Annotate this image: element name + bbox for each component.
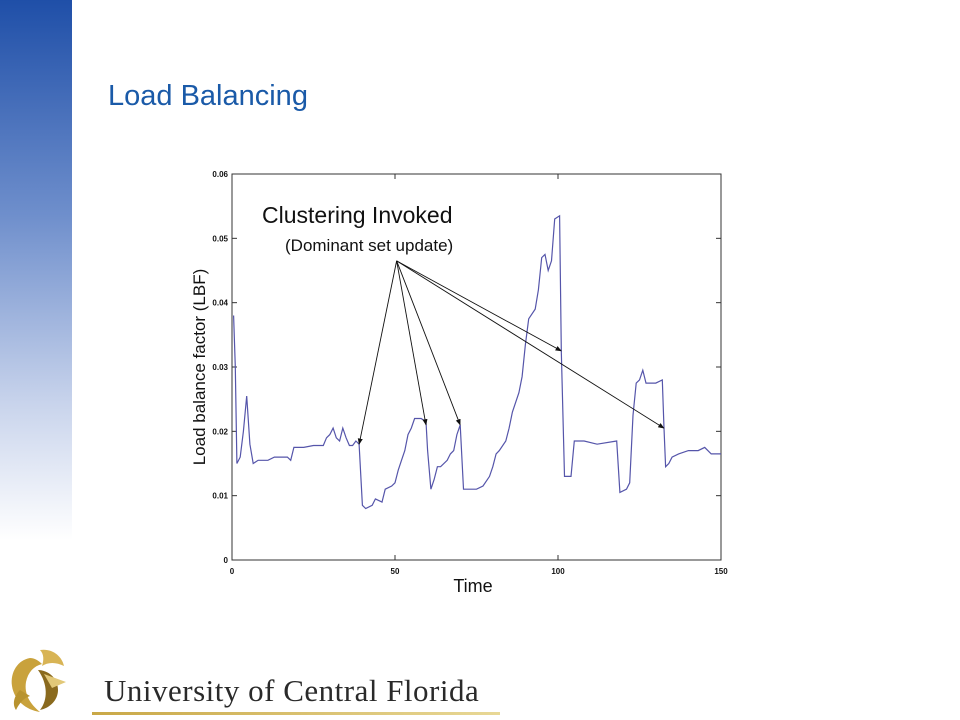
y-tick-label: 0.04 — [212, 299, 228, 308]
x-tick-label: 0 — [230, 567, 235, 576]
y-tick-label: 0 — [224, 556, 229, 565]
annotation-arrow — [357, 260, 398, 445]
x-axis-label: Time — [453, 576, 492, 596]
axis-ticks — [231, 173, 722, 561]
y-tick-label: 0.06 — [212, 170, 228, 179]
university-name: University of Central Florida — [104, 673, 480, 708]
annotation-heading: Clustering Invoked — [262, 202, 453, 228]
pegasus-logo-icon — [11, 649, 66, 712]
annotation-arrows — [357, 260, 665, 445]
x-tick-label: 150 — [714, 567, 728, 576]
y-tick-label: 0.03 — [212, 363, 228, 372]
y-tick-label: 0.05 — [212, 234, 228, 243]
footer-rule — [92, 712, 500, 715]
series-line — [233, 214, 721, 510]
annotation-arrow — [396, 260, 665, 429]
x-tick-label: 100 — [551, 567, 565, 576]
annotation-arrow — [396, 260, 428, 426]
y-tick-label: 0.02 — [212, 427, 228, 436]
y-axis-label: Load balance factor (LBF) — [190, 269, 209, 466]
annotation-subheading: (Dominant set update) — [285, 236, 453, 255]
footer-logo: University of Central Florida — [0, 630, 520, 720]
slide-title: Load Balancing — [108, 80, 308, 112]
plot-frame — [231, 173, 722, 561]
axis-tick-labels: 0 50 100 150 0 0.01 0.02 0.03 0.04 0.05 0.06 — [212, 170, 728, 576]
sidebar-gradient-bar — [0, 0, 72, 540]
x-tick-label: 50 — [391, 567, 400, 576]
annotation-arrow — [396, 260, 562, 352]
y-tick-label: 0.01 — [212, 492, 228, 501]
annotation-arrow — [396, 260, 461, 426]
